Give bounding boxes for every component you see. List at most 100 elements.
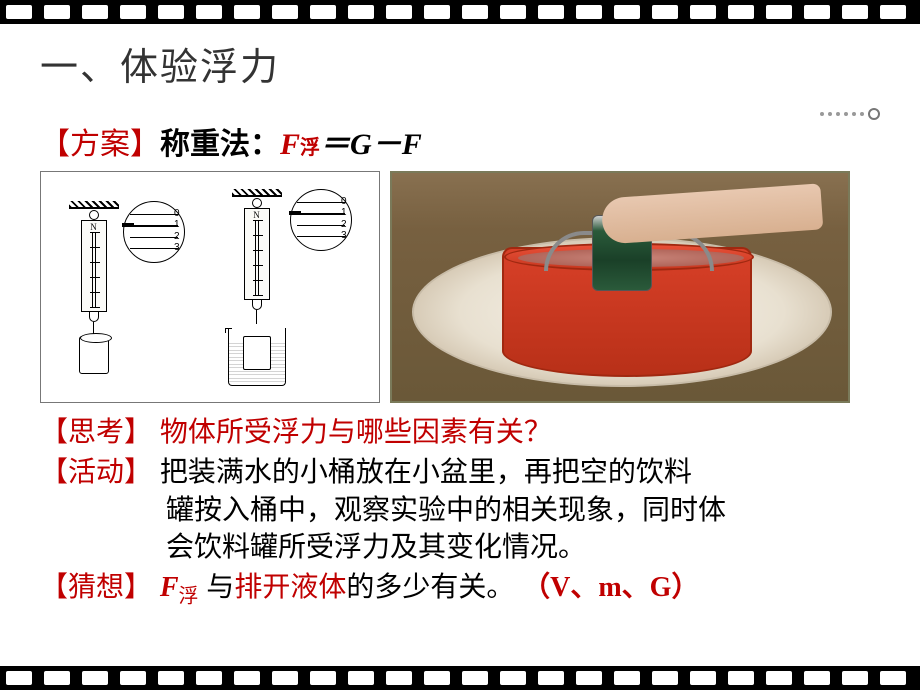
bracket-close: 】 [130, 119, 160, 163]
scheme-label: 方案 [70, 119, 130, 163]
diagram-row: N 0 1 2 3 [40, 171, 880, 403]
film-hole [310, 5, 336, 19]
formula-minus: － [372, 119, 402, 163]
page-title: 一、体验浮力 [40, 36, 280, 91]
bracket-open: 【 [40, 571, 68, 602]
think-label: 思考 [68, 416, 124, 447]
guess-f: F [160, 572, 179, 603]
scale-unit-label: N [90, 222, 97, 232]
film-hole [652, 5, 678, 19]
film-strip-bottom [0, 666, 920, 690]
activity-line2: 罐按入桶中，观察实验中的相关现象，同时体 [40, 491, 880, 529]
film-hole [690, 671, 716, 685]
film-hole [614, 5, 640, 19]
film-hole [82, 5, 108, 19]
film-hole [44, 5, 70, 19]
activity-label: 活动 [68, 456, 124, 487]
film-hole [766, 5, 792, 19]
bracket-open: 【 [40, 456, 68, 487]
film-hole [880, 671, 906, 685]
film-hole [880, 5, 906, 19]
bracket-open: 【 [40, 119, 70, 163]
film-hole [690, 5, 716, 19]
film-hole [462, 671, 488, 685]
activity-block: 【活动】 把装满水的小桶放在小盆里，再把空的饮料 罐按入桶中，观察实验中的相关现… [40, 453, 880, 566]
film-hole [6, 671, 32, 685]
film-hole [6, 5, 32, 19]
film-hole [728, 671, 754, 685]
think-block: 【思考】 物体所受浮力与哪些因素有关？ [40, 413, 880, 451]
scale-unit-label: N [253, 210, 260, 220]
film-hole [386, 5, 412, 19]
guess-block: 【猜想】 F浮 与排开液体的多少有关。 （V、m、G） [40, 568, 880, 611]
zoom-circle-left: 0 1 2 3 [123, 201, 185, 263]
scale-unit-air: N 0 1 2 3 [69, 201, 185, 374]
activity-line3: 会饮料罐所受浮力及其变化情况。 [40, 528, 880, 566]
guess-mid2: 的多少有关。 [346, 571, 514, 602]
film-hole [652, 671, 678, 685]
film-hole [348, 671, 374, 685]
film-hole [842, 671, 868, 685]
beaker-icon [228, 328, 286, 386]
bracket-close: 】 [124, 456, 152, 487]
guess-f-sub: 浮 [179, 586, 199, 608]
film-hole [120, 5, 146, 19]
film-hole [538, 5, 564, 19]
spring-scale-icon: N [69, 201, 119, 374]
film-hole [272, 5, 298, 19]
film-hole [576, 5, 602, 19]
film-hole [424, 5, 450, 19]
film-hole [766, 671, 792, 685]
film-hole [234, 671, 260, 685]
experiment-photo [390, 171, 850, 403]
spring-scale-icon: N [228, 189, 286, 386]
guess-mid1: 与 [206, 571, 234, 602]
think-text: 物体所受浮力与哪些因素有关？ [160, 416, 552, 447]
film-hole [500, 5, 526, 19]
bracket-close: 】 [124, 416, 152, 447]
film-hole [842, 5, 868, 19]
film-hole [386, 671, 412, 685]
film-hole [196, 671, 222, 685]
film-hole [158, 671, 184, 685]
method-label: 称重法： [160, 119, 280, 163]
formula-lhs-f: F [280, 128, 300, 162]
zoom-circle-right: 0 1 2 3 [290, 189, 352, 251]
formula-eq: ＝ [320, 119, 350, 163]
film-hole [804, 5, 830, 19]
formula-g: G [350, 128, 372, 162]
film-hole [728, 5, 754, 19]
bracket-close: 】 [124, 571, 152, 602]
film-hole [462, 5, 488, 19]
film-hole [272, 671, 298, 685]
bracket-open: 【 [40, 416, 68, 447]
guess-displaced: 排开液体 [234, 571, 346, 602]
film-hole [158, 5, 184, 19]
film-hole [424, 671, 450, 685]
film-hole [234, 5, 260, 19]
film-hole [310, 671, 336, 685]
film-hole [500, 671, 526, 685]
film-hole [82, 671, 108, 685]
film-hole [196, 5, 222, 19]
film-hole [538, 671, 564, 685]
scheme-row: 【 方案 】 称重法： F 浮 ＝ G － F [40, 119, 880, 163]
film-hole [44, 671, 70, 685]
guess-label: 猜想 [68, 571, 124, 602]
formula-rhs: F [402, 128, 422, 162]
film-hole [576, 671, 602, 685]
film-strip-top [0, 0, 920, 24]
film-hole [804, 671, 830, 685]
weight-icon [79, 336, 109, 374]
scale-unit-water: N 0 1 2 3 [228, 189, 352, 386]
film-hole [120, 671, 146, 685]
slide-content: 一、体验浮力 【 方案 】 称重法： F 浮 ＝ G － F N [0, 24, 920, 666]
title-row: 一、体验浮力 [40, 36, 880, 91]
film-hole [348, 5, 374, 19]
spring-scale-diagram: N 0 1 2 3 [40, 171, 380, 403]
guess-vars: （V、m、G） [522, 572, 699, 603]
film-hole [614, 671, 640, 685]
hand-icon [601, 183, 824, 244]
decorative-dots [40, 106, 880, 122]
activity-line1: 把装满水的小桶放在小盆里，再把空的饮料 [160, 456, 692, 487]
